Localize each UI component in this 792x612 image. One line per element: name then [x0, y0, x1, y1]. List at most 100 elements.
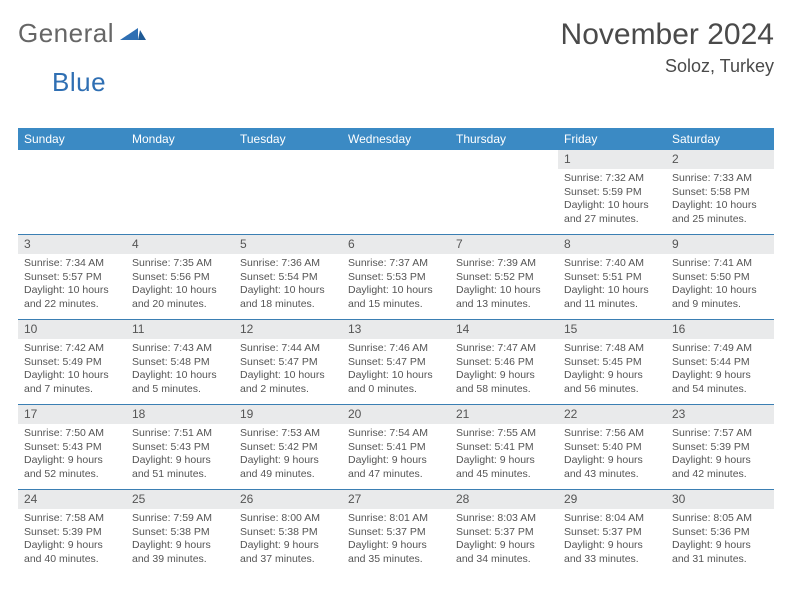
calendar-day-cell	[234, 150, 342, 234]
calendar-day-cell: 11Sunrise: 7:43 AMSunset: 5:48 PMDayligh…	[126, 320, 234, 404]
day-info: Sunrise: 7:39 AMSunset: 5:52 PMDaylight:…	[450, 254, 558, 318]
weekday-label: Friday	[558, 128, 666, 150]
day-number: 7	[450, 235, 558, 254]
day-number: 29	[558, 490, 666, 509]
calendar-day-cell: 30Sunrise: 8:05 AMSunset: 5:36 PMDayligh…	[666, 490, 774, 574]
day-info: Sunrise: 7:47 AMSunset: 5:46 PMDaylight:…	[450, 339, 558, 403]
calendar-day-cell: 2Sunrise: 7:33 AMSunset: 5:58 PMDaylight…	[666, 150, 774, 234]
day-number: 22	[558, 405, 666, 424]
day-number: 25	[126, 490, 234, 509]
day-info: Sunrise: 7:32 AMSunset: 5:59 PMDaylight:…	[558, 169, 666, 233]
calendar-day-cell: 4Sunrise: 7:35 AMSunset: 5:56 PMDaylight…	[126, 235, 234, 319]
day-number: 6	[342, 235, 450, 254]
day-info: Sunrise: 7:59 AMSunset: 5:38 PMDaylight:…	[126, 509, 234, 573]
calendar-day-cell	[126, 150, 234, 234]
day-number: 14	[450, 320, 558, 339]
calendar-week-row: 1Sunrise: 7:32 AMSunset: 5:59 PMDaylight…	[18, 150, 774, 235]
day-info: Sunrise: 8:04 AMSunset: 5:37 PMDaylight:…	[558, 509, 666, 573]
day-number: 23	[666, 405, 774, 424]
brand-mark-icon	[120, 22, 146, 45]
calendar-day-cell: 22Sunrise: 7:56 AMSunset: 5:40 PMDayligh…	[558, 405, 666, 489]
month-title: November 2024	[561, 18, 774, 52]
calendar-day-cell	[450, 150, 558, 234]
day-info: Sunrise: 7:57 AMSunset: 5:39 PMDaylight:…	[666, 424, 774, 488]
calendar-week-row: 24Sunrise: 7:58 AMSunset: 5:39 PMDayligh…	[18, 490, 774, 574]
weekday-label: Monday	[126, 128, 234, 150]
calendar-body: 1Sunrise: 7:32 AMSunset: 5:59 PMDaylight…	[18, 150, 774, 574]
day-info: Sunrise: 7:51 AMSunset: 5:43 PMDaylight:…	[126, 424, 234, 488]
day-info: Sunrise: 7:35 AMSunset: 5:56 PMDaylight:…	[126, 254, 234, 318]
day-info: Sunrise: 7:42 AMSunset: 5:49 PMDaylight:…	[18, 339, 126, 403]
day-number: 19	[234, 405, 342, 424]
day-number: 16	[666, 320, 774, 339]
weekday-label: Saturday	[666, 128, 774, 150]
day-info: Sunrise: 7:53 AMSunset: 5:42 PMDaylight:…	[234, 424, 342, 488]
day-number: 3	[18, 235, 126, 254]
calendar-day-cell: 27Sunrise: 8:01 AMSunset: 5:37 PMDayligh…	[342, 490, 450, 574]
brand-text-gray: General	[18, 18, 114, 49]
calendar-day-cell: 1Sunrise: 7:32 AMSunset: 5:59 PMDaylight…	[558, 150, 666, 234]
weekday-label: Sunday	[18, 128, 126, 150]
calendar-day-cell: 8Sunrise: 7:40 AMSunset: 5:51 PMDaylight…	[558, 235, 666, 319]
day-number: 13	[342, 320, 450, 339]
calendar-day-cell: 6Sunrise: 7:37 AMSunset: 5:53 PMDaylight…	[342, 235, 450, 319]
day-number: 30	[666, 490, 774, 509]
day-number: 5	[234, 235, 342, 254]
day-number: 24	[18, 490, 126, 509]
day-info: Sunrise: 7:36 AMSunset: 5:54 PMDaylight:…	[234, 254, 342, 318]
day-number: 4	[126, 235, 234, 254]
calendar-week-row: 3Sunrise: 7:34 AMSunset: 5:57 PMDaylight…	[18, 235, 774, 320]
day-number: 10	[18, 320, 126, 339]
day-info: Sunrise: 7:33 AMSunset: 5:58 PMDaylight:…	[666, 169, 774, 233]
calendar-day-cell: 24Sunrise: 7:58 AMSunset: 5:39 PMDayligh…	[18, 490, 126, 574]
day-info: Sunrise: 8:03 AMSunset: 5:37 PMDaylight:…	[450, 509, 558, 573]
calendar-day-cell: 20Sunrise: 7:54 AMSunset: 5:41 PMDayligh…	[342, 405, 450, 489]
calendar-day-cell: 14Sunrise: 7:47 AMSunset: 5:46 PMDayligh…	[450, 320, 558, 404]
calendar-day-cell: 5Sunrise: 7:36 AMSunset: 5:54 PMDaylight…	[234, 235, 342, 319]
calendar-week-row: 10Sunrise: 7:42 AMSunset: 5:49 PMDayligh…	[18, 320, 774, 405]
day-info: Sunrise: 8:05 AMSunset: 5:36 PMDaylight:…	[666, 509, 774, 573]
day-info: Sunrise: 7:46 AMSunset: 5:47 PMDaylight:…	[342, 339, 450, 403]
day-number: 21	[450, 405, 558, 424]
calendar-day-cell: 7Sunrise: 7:39 AMSunset: 5:52 PMDaylight…	[450, 235, 558, 319]
day-number: 1	[558, 150, 666, 169]
day-info: Sunrise: 7:55 AMSunset: 5:41 PMDaylight:…	[450, 424, 558, 488]
weekday-label: Wednesday	[342, 128, 450, 150]
day-info: Sunrise: 7:41 AMSunset: 5:50 PMDaylight:…	[666, 254, 774, 318]
calendar-week-row: 17Sunrise: 7:50 AMSunset: 5:43 PMDayligh…	[18, 405, 774, 490]
day-info: Sunrise: 7:58 AMSunset: 5:39 PMDaylight:…	[18, 509, 126, 573]
brand-logo: General	[18, 18, 148, 49]
weekday-label: Thursday	[450, 128, 558, 150]
day-number: 12	[234, 320, 342, 339]
calendar-weekday-header: SundayMondayTuesdayWednesdayThursdayFrid…	[18, 128, 774, 150]
day-info: Sunrise: 7:40 AMSunset: 5:51 PMDaylight:…	[558, 254, 666, 318]
day-info: Sunrise: 7:56 AMSunset: 5:40 PMDaylight:…	[558, 424, 666, 488]
day-number: 11	[126, 320, 234, 339]
day-number: 18	[126, 405, 234, 424]
day-info: Sunrise: 7:34 AMSunset: 5:57 PMDaylight:…	[18, 254, 126, 318]
calendar-day-cell	[342, 150, 450, 234]
weekday-label: Tuesday	[234, 128, 342, 150]
calendar-day-cell: 23Sunrise: 7:57 AMSunset: 5:39 PMDayligh…	[666, 405, 774, 489]
day-info: Sunrise: 7:54 AMSunset: 5:41 PMDaylight:…	[342, 424, 450, 488]
calendar-day-cell	[18, 150, 126, 234]
day-number: 20	[342, 405, 450, 424]
day-info: Sunrise: 8:00 AMSunset: 5:38 PMDaylight:…	[234, 509, 342, 573]
calendar-day-cell: 25Sunrise: 7:59 AMSunset: 5:38 PMDayligh…	[126, 490, 234, 574]
day-number: 28	[450, 490, 558, 509]
day-number: 9	[666, 235, 774, 254]
calendar-day-cell: 26Sunrise: 8:00 AMSunset: 5:38 PMDayligh…	[234, 490, 342, 574]
day-info: Sunrise: 7:43 AMSunset: 5:48 PMDaylight:…	[126, 339, 234, 403]
calendar-day-cell: 19Sunrise: 7:53 AMSunset: 5:42 PMDayligh…	[234, 405, 342, 489]
day-info: Sunrise: 7:37 AMSunset: 5:53 PMDaylight:…	[342, 254, 450, 318]
calendar-day-cell: 15Sunrise: 7:48 AMSunset: 5:45 PMDayligh…	[558, 320, 666, 404]
calendar-day-cell: 17Sunrise: 7:50 AMSunset: 5:43 PMDayligh…	[18, 405, 126, 489]
day-number: 17	[18, 405, 126, 424]
calendar-day-cell: 12Sunrise: 7:44 AMSunset: 5:47 PMDayligh…	[234, 320, 342, 404]
day-info: Sunrise: 7:48 AMSunset: 5:45 PMDaylight:…	[558, 339, 666, 403]
calendar-day-cell: 9Sunrise: 7:41 AMSunset: 5:50 PMDaylight…	[666, 235, 774, 319]
day-number: 15	[558, 320, 666, 339]
day-info: Sunrise: 7:44 AMSunset: 5:47 PMDaylight:…	[234, 339, 342, 403]
day-number: 26	[234, 490, 342, 509]
calendar-day-cell: 16Sunrise: 7:49 AMSunset: 5:44 PMDayligh…	[666, 320, 774, 404]
